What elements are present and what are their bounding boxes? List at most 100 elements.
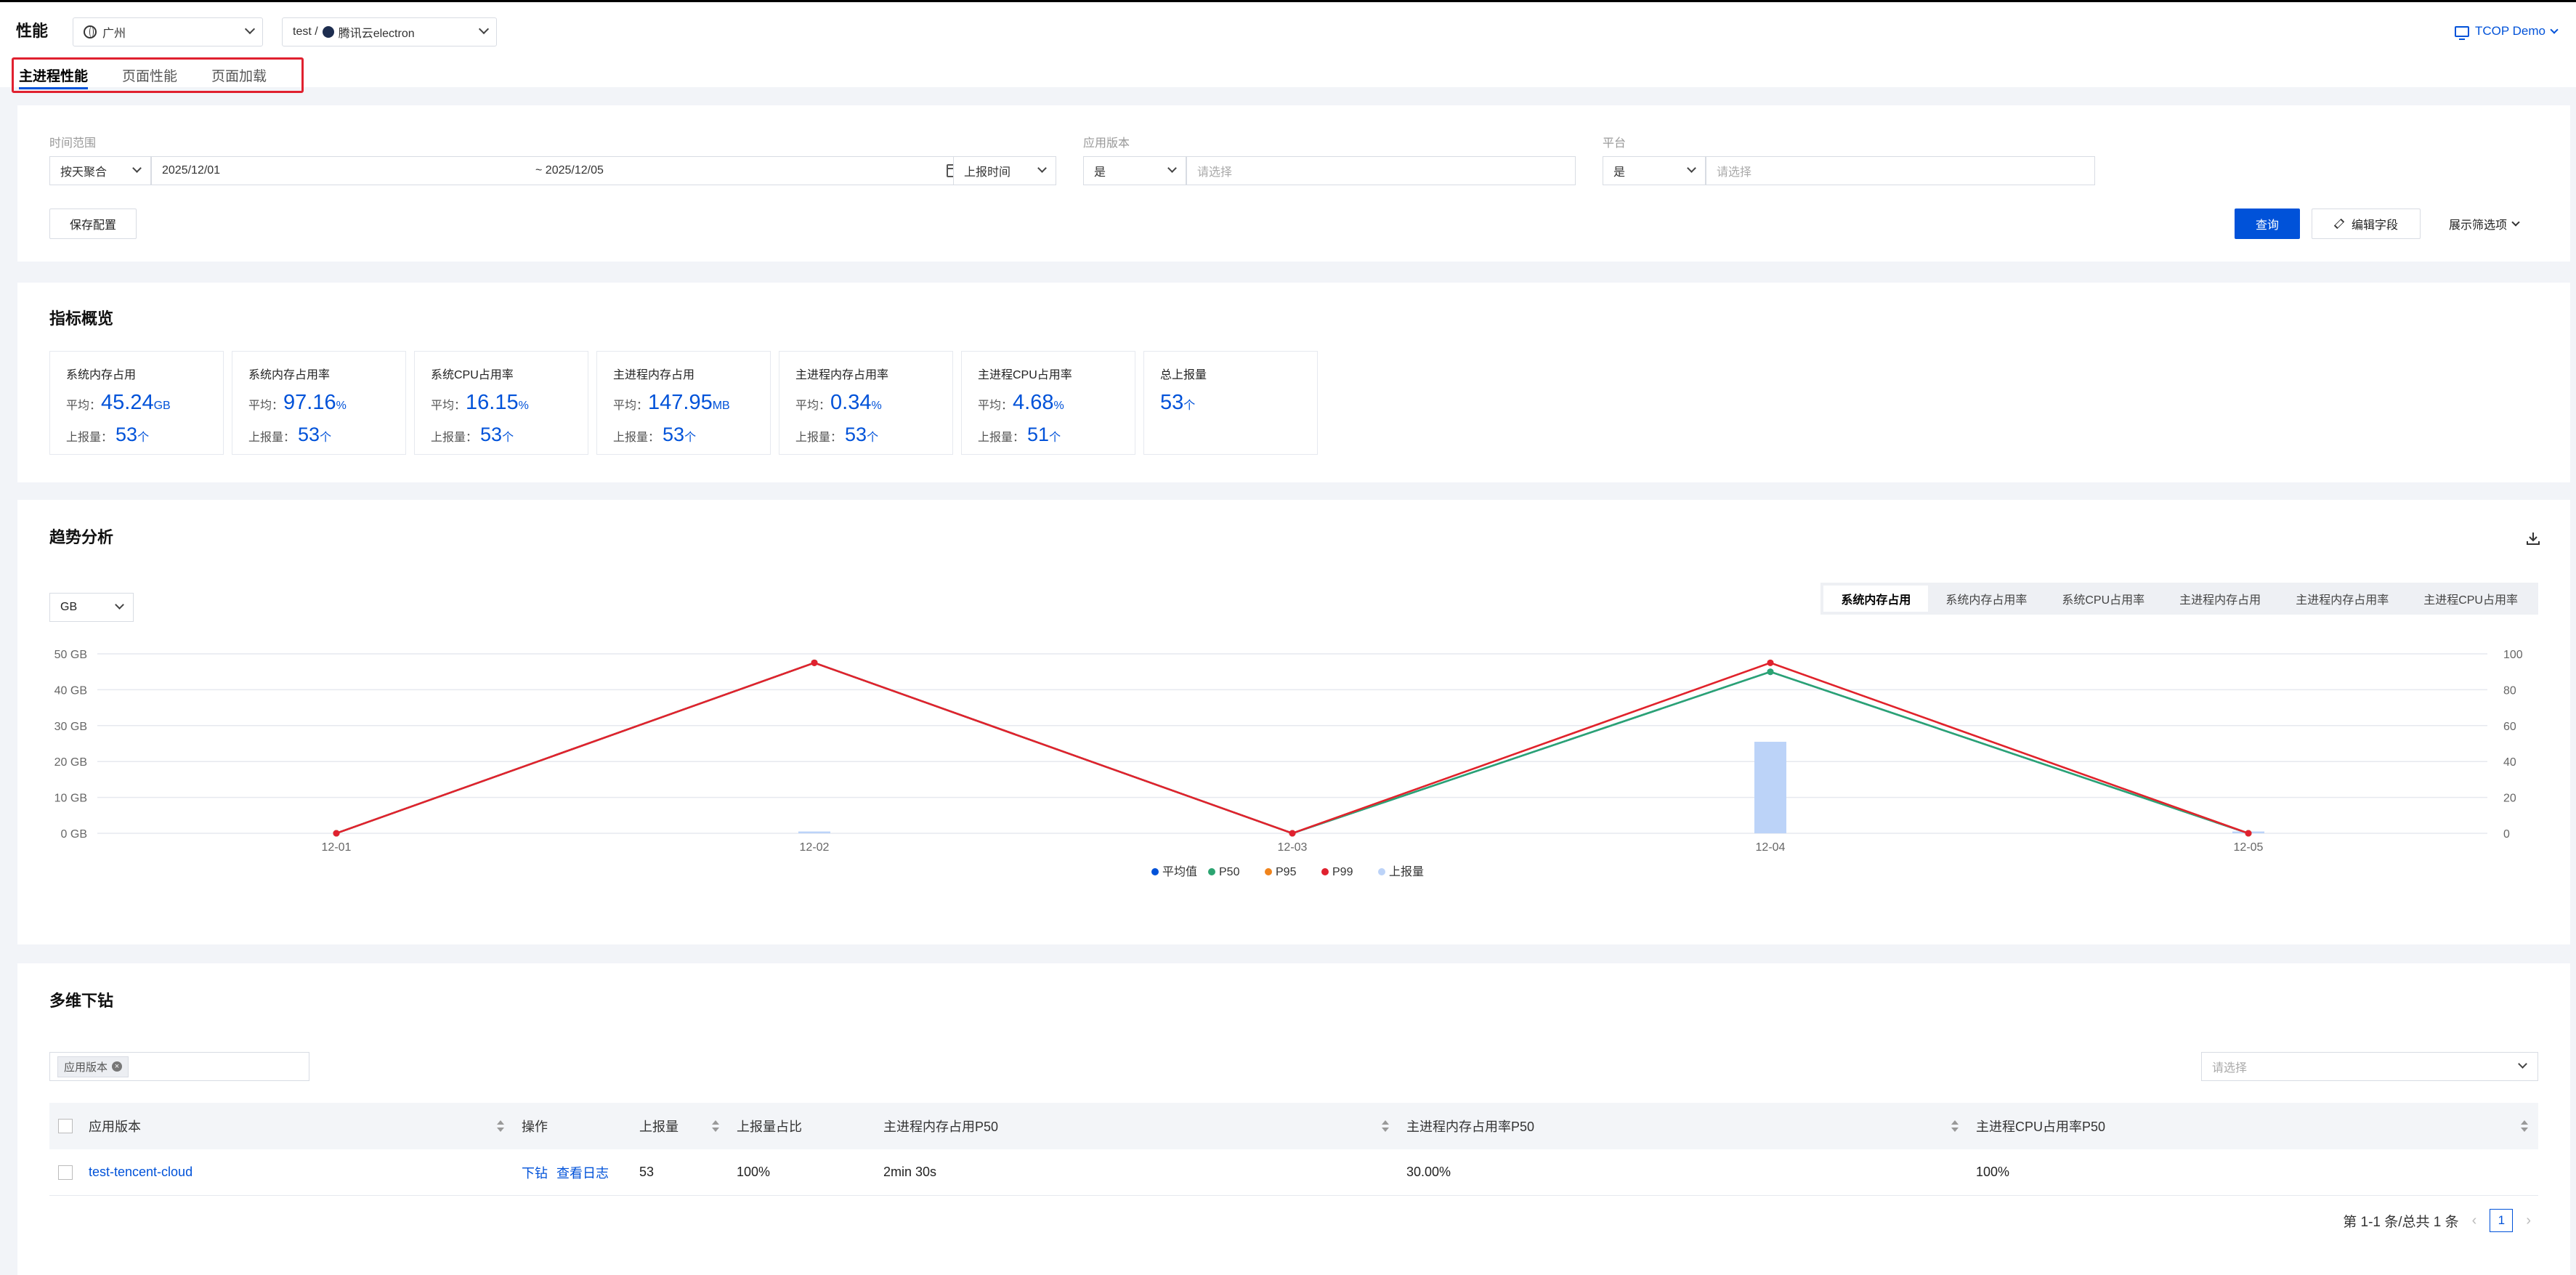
chevron-left-icon[interactable]: ‹ [2471, 1212, 2477, 1229]
series-point-P50 [1767, 668, 1774, 676]
legend-marker [1151, 868, 1159, 875]
metric-card: 主进程内存占用率 平均： 0.34% 上报量： 53 个 [779, 351, 953, 455]
segment-main-cpu-rate[interactable]: 主进程CPU占用率 [2423, 594, 2518, 607]
legend-marker [1265, 868, 1272, 875]
metric-count-unit: 个 [867, 432, 879, 444]
platform-operator[interactable]: 是 [1603, 156, 1706, 185]
aggregate-value: 按天聚合 [60, 166, 108, 179]
col-mem-rate-p50[interactable]: 主进程内存占用率P50 [1399, 1103, 1969, 1149]
avg-label: 平均： [66, 400, 102, 412]
col-count[interactable]: 上报量 [632, 1103, 729, 1149]
project-select[interactable]: test / 腾讯云electron [282, 17, 497, 46]
col-label: 主进程内存占用率P50 [1406, 1120, 1535, 1134]
metric-avg: 4.68 [1013, 391, 1054, 414]
time-type-value: 上报时间 [964, 166, 1011, 179]
legend-label: 上报量 [1389, 865, 1424, 878]
metric-unit: GB [153, 400, 171, 412]
project-prefix: test / [293, 25, 318, 38]
download-icon[interactable] [2525, 530, 2541, 546]
query-button[interactable]: 查询 [2235, 209, 2300, 239]
segment-sys-cpu-rate[interactable]: 系统CPU占用率 [2062, 594, 2145, 607]
time-type-select[interactable]: 上报时间 [953, 156, 1056, 185]
col-operation: 操作 [514, 1103, 632, 1149]
aggregate-select[interactable]: 按天聚合 [49, 156, 151, 185]
segment-sys-mem[interactable]: 系统内存占用 [1823, 586, 1929, 612]
unit-value: GB [60, 601, 78, 613]
metric-title: 系统内存占用率 [248, 369, 331, 381]
edit-fields-button[interactable]: 编辑字段 [2312, 209, 2421, 239]
y-right-tick-label: 100 [2503, 649, 2523, 661]
chevron-down-icon [2511, 218, 2520, 227]
overview-title: 指标概览 [49, 309, 114, 328]
metric-card: 系统内存占用率 平均： 97.16% 上报量： 53 个 [232, 351, 406, 455]
monitor-icon [2455, 25, 2469, 40]
metric-title: 主进程CPU占用率 [978, 369, 1072, 381]
app-version-select[interactable]: 请选择 [1186, 156, 1576, 185]
sort-icon[interactable] [712, 1120, 719, 1132]
page-number[interactable]: 1 [2490, 1209, 2514, 1232]
col-label: 操作 [522, 1120, 548, 1134]
sort-icon[interactable] [1382, 1120, 1389, 1132]
app-version-label: 应用版本 [1083, 137, 1130, 150]
sort-icon[interactable] [497, 1120, 504, 1132]
series-point-P99 [811, 659, 818, 666]
row-cpu-p50: 100% [1976, 1165, 2010, 1179]
segment-main-mem-rate[interactable]: 主进程内存占用率 [2296, 594, 2389, 607]
tab-main-process[interactable]: 主进程性能 [14, 60, 89, 91]
col-version[interactable]: 应用版本 [81, 1103, 514, 1149]
platform-select[interactable]: 请选择 [1706, 156, 2095, 185]
metric-count: 51 [1027, 424, 1050, 445]
x-tick-label: 12-03 [1278, 841, 1308, 854]
x-tick-label: 12-01 [322, 841, 352, 854]
bar-report-count [1754, 742, 1786, 833]
save-config-button[interactable]: 保存配置 [49, 209, 137, 239]
unit-select[interactable]: GB [49, 593, 134, 622]
pagination-summary: 第 1-1 条/总共 1 条 [2343, 1214, 2459, 1230]
date-range-picker[interactable]: 2025/12/01 ~ 2025/12/05 [151, 156, 969, 185]
count-label: 上报量： [66, 432, 113, 444]
metric-count-unit: 个 [1049, 432, 1061, 444]
x-tick-label: 12-05 [2234, 841, 2264, 854]
drilldown-select[interactable]: 请选择 [2201, 1052, 2538, 1081]
count-label: 上报量： [795, 432, 843, 444]
col-cpu-p50[interactable]: 主进程CPU占用率P50 [1969, 1103, 2538, 1149]
sort-icon[interactable] [2521, 1120, 2528, 1132]
version-link[interactable]: test-tencent-cloud [89, 1165, 193, 1179]
col-label: 应用版本 [89, 1120, 141, 1134]
y-right-tick-label: 40 [2503, 756, 2516, 769]
metric-title: 总上报量 [1160, 369, 1207, 381]
y-right-tick-label: 0 [2503, 828, 2510, 841]
row-checkbox[interactable] [58, 1165, 73, 1180]
drilldown-link[interactable]: 下钻 [522, 1165, 548, 1181]
show-filters-button[interactable]: 展示筛选项 [2437, 209, 2531, 239]
tab-page-performance[interactable]: 页面性能 [122, 69, 178, 84]
account-menu[interactable]: TCOP Demo [2455, 24, 2559, 40]
drilldown-panel: 多维下钻 应用版本 × 请选择 应用版本 操作 上报量 上报量占比 主进程内存占… [17, 963, 2570, 1275]
pagination: 第 1-1 条/总共 1 条 ‹ 1 › [2343, 1209, 2531, 1232]
select-all-checkbox[interactable] [58, 1119, 73, 1133]
region-select[interactable]: 广州 [73, 17, 263, 46]
app-version-operator[interactable]: 是 [1083, 156, 1186, 185]
view-logs-link[interactable]: 查看日志 [556, 1165, 609, 1181]
tab-page-load[interactable]: 页面加载 [211, 69, 267, 84]
drilldown-table: 应用版本 操作 上报量 上报量占比 主进程内存占用P50 主进程内存占用率P50… [49, 1103, 2538, 1196]
row-count: 53 [639, 1165, 655, 1179]
metric-avg: 147.95 [648, 391, 713, 414]
platform-op-value: 是 [1613, 166, 1626, 179]
sort-icon[interactable] [1951, 1120, 1959, 1132]
close-icon[interactable]: × [112, 1061, 123, 1072]
dimension-input[interactable]: 应用版本 × [49, 1052, 309, 1081]
series-point-P99 [333, 830, 340, 837]
col-mem-p50[interactable]: 主进程内存占用P50 [876, 1103, 1399, 1149]
dimension-chip: 应用版本 × [57, 1056, 129, 1077]
drilldown-title: 多维下钻 [49, 992, 114, 1010]
chevron-right-icon[interactable]: › [2526, 1212, 2531, 1229]
platform-placeholder: 请选择 [1717, 166, 1752, 179]
platform-label: 平台 [1603, 137, 1627, 150]
top-bar: 性能 广州 test / 腾讯云electron TCOP Demo 主进程性能… [0, 0, 2576, 93]
segment-sys-mem-rate[interactable]: 系统内存占用率 [1945, 594, 2028, 607]
drilldown-select-placeholder: 请选择 [2212, 1062, 2248, 1074]
chevron-down-icon [132, 163, 142, 173]
metric-count: 53 [663, 424, 685, 445]
segment-main-mem[interactable]: 主进程内存占用 [2179, 594, 2261, 607]
